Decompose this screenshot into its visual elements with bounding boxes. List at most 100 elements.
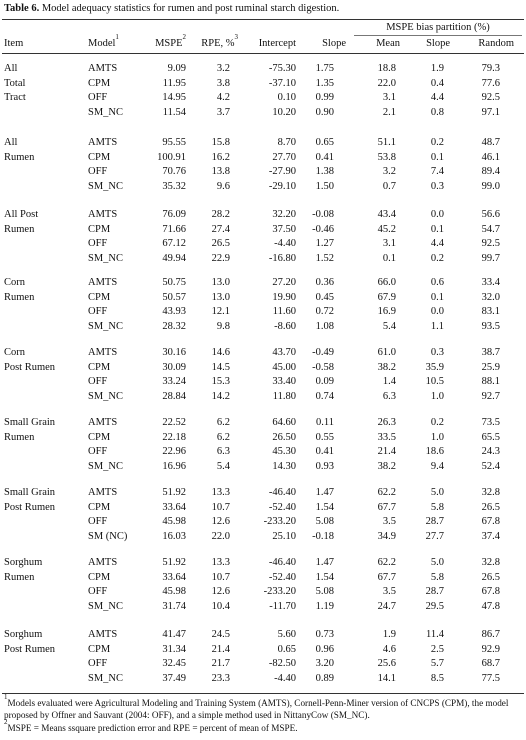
model-cell: SM_NC: [88, 106, 124, 118]
random-cell: 77.5: [481, 672, 500, 684]
bias-slope-cell: 29.5: [425, 600, 444, 612]
model-cell: CPM: [88, 361, 111, 373]
random-cell: 79.3: [481, 63, 500, 74]
model-cell: SM_NC: [88, 390, 124, 402]
mspe-cell: 11.95: [162, 77, 186, 89]
random-cell: 83.1: [481, 306, 500, 317]
mspe-cell: 50.57: [162, 291, 186, 303]
rpe-cell: 15.8: [211, 137, 230, 148]
item-label: Rumen: [4, 291, 35, 303]
mspe-cell: 31.34: [162, 643, 186, 655]
rpe-cell: 21.7: [211, 658, 230, 669]
mean-cell: 1.4: [382, 376, 396, 387]
bias-slope-cell: 1.9: [430, 63, 444, 74]
slope-cell: 0.89: [315, 672, 334, 684]
mean-cell: 3.1: [382, 238, 396, 249]
intercept-cell: -46.40: [268, 557, 296, 568]
slope-cell: 1.47: [315, 557, 334, 568]
random-cell: 38.7: [481, 347, 500, 358]
intercept-cell: 45.00: [272, 361, 296, 373]
random-cell: 24.3: [481, 446, 500, 457]
intercept-cell: 26.50: [272, 431, 296, 443]
header-rule: [2, 53, 524, 54]
rpe-cell: 13.0: [211, 291, 230, 303]
mean-cell: 1.9: [382, 629, 396, 640]
item-label: Tract: [4, 92, 26, 103]
intercept-cell: 14.30: [272, 460, 296, 472]
rpe-cell: 23.3: [211, 672, 230, 684]
random-cell: 73.5: [481, 417, 500, 428]
bias-slope-cell: 35.9: [425, 361, 444, 373]
footnote-2: 2MSPE = Means ssquare prediction error a…: [4, 718, 298, 734]
model-cell: OFF: [88, 92, 108, 103]
model-cell: AMTS: [88, 417, 118, 428]
mspe-cell: 22.52: [162, 417, 186, 428]
mean-cell: 25.6: [377, 658, 396, 669]
rpe-cell: 3.2: [216, 63, 230, 74]
mean-cell: 62.2: [377, 557, 396, 568]
bias-slope-cell: 5.0: [430, 487, 444, 498]
model-cell: CPM: [88, 77, 111, 89]
intercept-cell: 0.65: [277, 643, 296, 655]
bias-slope-cell: 0.1: [430, 151, 444, 163]
mspe-cell: 16.96: [162, 460, 186, 472]
item-label: Corn: [4, 347, 25, 358]
model-cell: SM_NC: [88, 320, 124, 332]
model-cell: CPM: [88, 431, 111, 443]
mspe-cell: 30.16: [162, 347, 186, 358]
mean-cell: 45.2: [377, 223, 396, 235]
bias-slope-cell: 10.5: [425, 376, 444, 387]
bias-slope-cell: 0.3: [430, 347, 444, 358]
model-cell: SM_NC: [88, 460, 124, 472]
mspe-cell: 33.24: [162, 376, 186, 387]
rpe-cell: 27.4: [211, 223, 230, 235]
rpe-cell: 6.2: [216, 417, 230, 428]
item-label: Rumen: [4, 151, 35, 163]
slope-cell: 1.52: [315, 252, 334, 264]
model-cell: AMTS: [88, 209, 118, 220]
random-cell: 67.8: [481, 516, 500, 527]
item-label: All: [4, 137, 18, 148]
mspe-cell: 32.45: [162, 658, 186, 669]
bias-slope-cell: 0.3: [430, 180, 444, 192]
model-cell: OFF: [88, 238, 108, 249]
mspe-cell: 45.98: [162, 586, 186, 597]
intercept-cell: 25.10: [272, 530, 296, 542]
mspe-cell: 22.96: [162, 446, 186, 457]
mspe-cell: 51.92: [162, 487, 186, 498]
rpe-cell: 13.8: [211, 166, 230, 177]
intercept-cell: -52.40: [268, 501, 296, 513]
intercept-cell: -4.40: [274, 672, 296, 684]
bias-slope-cell: 0.6: [430, 277, 444, 288]
col-bias-slope-header: Slope: [426, 38, 450, 49]
slope-cell: 0.90: [315, 106, 334, 118]
bias-slope-cell: 9.4: [430, 460, 444, 472]
rpe-cell: 26.5: [211, 238, 230, 249]
col-rpe-header: RPE, %3: [201, 33, 238, 50]
model-cell: AMTS: [88, 63, 118, 74]
slope-cell: -0.46: [312, 223, 334, 235]
random-cell: 46.1: [481, 151, 500, 163]
item-label: Total: [4, 77, 26, 89]
model-cell: OFF: [88, 516, 108, 527]
rpe-cell: 3.7: [216, 106, 230, 118]
rpe-cell: 21.4: [211, 643, 230, 655]
item-label: All Post: [4, 209, 39, 220]
item-label: Sorghum: [4, 557, 43, 568]
rpe-cell: 6.3: [216, 446, 230, 457]
intercept-cell: 8.70: [277, 137, 296, 148]
item-label: All: [4, 63, 18, 74]
slope-cell: 0.96: [315, 643, 334, 655]
mspe-cell: 22.18: [162, 431, 186, 443]
mspe-cell: 33.64: [162, 501, 186, 513]
mspe-cell: 11.54: [162, 106, 186, 118]
rpe-cell: 10.7: [211, 501, 230, 513]
model-cell: OFF: [88, 376, 108, 387]
rpe-cell: 9.8: [216, 320, 230, 332]
rpe-cell: 13.3: [211, 487, 230, 498]
mspe-cell: 37.49: [162, 672, 186, 684]
random-cell: 92.5: [481, 238, 500, 249]
model-cell: SM_NC: [88, 180, 124, 192]
rpe-cell: 12.6: [211, 586, 230, 597]
slope-cell: 1.75: [315, 63, 334, 74]
